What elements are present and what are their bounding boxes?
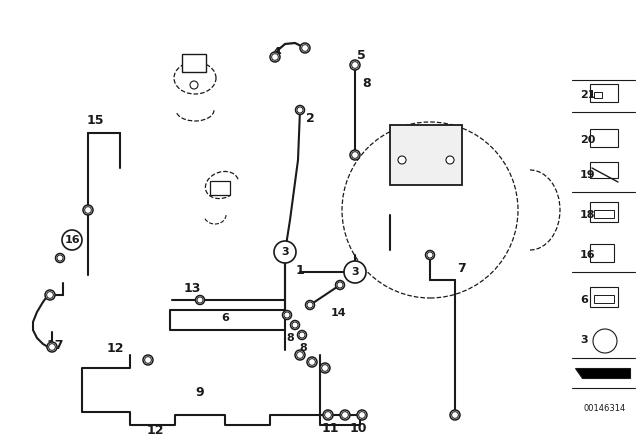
Text: 16: 16	[580, 250, 596, 260]
Text: 20: 20	[580, 135, 595, 145]
Text: 8: 8	[363, 77, 371, 90]
Text: 8: 8	[286, 333, 294, 343]
Circle shape	[271, 54, 278, 60]
Circle shape	[344, 261, 366, 283]
Circle shape	[143, 355, 153, 365]
Circle shape	[47, 342, 57, 352]
Circle shape	[308, 359, 316, 365]
Circle shape	[84, 207, 92, 213]
Text: 2: 2	[306, 112, 314, 125]
Circle shape	[300, 43, 310, 53]
Circle shape	[593, 329, 617, 353]
Text: 4: 4	[273, 46, 282, 59]
Text: 8: 8	[299, 343, 307, 353]
Text: 9: 9	[196, 385, 204, 399]
Circle shape	[305, 301, 314, 310]
Circle shape	[56, 254, 65, 263]
Circle shape	[307, 357, 317, 367]
Text: 11: 11	[321, 422, 339, 435]
Bar	[390, 125, 462, 185]
Circle shape	[270, 52, 280, 62]
Bar	[182, 54, 206, 72]
Text: 10: 10	[349, 422, 367, 435]
Text: 12: 12	[106, 341, 124, 354]
Bar	[590, 287, 618, 307]
Circle shape	[295, 350, 305, 360]
Circle shape	[298, 331, 307, 340]
Text: 3: 3	[580, 335, 588, 345]
Text: 6: 6	[580, 295, 588, 305]
Circle shape	[351, 152, 358, 158]
Text: 17: 17	[46, 339, 64, 352]
Circle shape	[197, 297, 203, 303]
Circle shape	[47, 292, 53, 298]
Circle shape	[297, 107, 303, 113]
Text: 15: 15	[86, 113, 104, 126]
Circle shape	[450, 410, 460, 420]
Text: 00146314: 00146314	[584, 404, 626, 413]
Text: 13: 13	[183, 281, 201, 294]
Text: 3: 3	[281, 247, 289, 257]
Bar	[590, 202, 618, 222]
Circle shape	[301, 45, 308, 52]
Circle shape	[323, 410, 333, 420]
Circle shape	[337, 282, 343, 288]
Bar	[210, 181, 230, 195]
Text: 21: 21	[580, 90, 595, 100]
Circle shape	[296, 105, 305, 115]
Circle shape	[297, 352, 303, 358]
Text: 1: 1	[296, 263, 305, 276]
Circle shape	[307, 302, 313, 308]
Polygon shape	[575, 368, 630, 378]
Circle shape	[427, 252, 433, 258]
Circle shape	[398, 156, 406, 164]
Bar	[594, 295, 614, 303]
Circle shape	[358, 412, 365, 418]
Bar	[590, 129, 618, 147]
Circle shape	[145, 357, 151, 363]
Text: 16: 16	[64, 235, 80, 245]
Text: 5: 5	[356, 48, 365, 61]
Text: 12: 12	[147, 423, 164, 436]
Circle shape	[282, 310, 291, 319]
Circle shape	[299, 332, 305, 338]
Circle shape	[335, 280, 344, 289]
Circle shape	[292, 322, 298, 328]
Circle shape	[195, 296, 205, 305]
Circle shape	[340, 410, 350, 420]
Circle shape	[322, 365, 328, 371]
Circle shape	[284, 312, 290, 318]
Circle shape	[320, 363, 330, 373]
Circle shape	[342, 412, 348, 418]
Text: 6: 6	[221, 313, 229, 323]
Circle shape	[350, 60, 360, 70]
Bar	[594, 92, 602, 98]
Circle shape	[274, 241, 296, 263]
Circle shape	[446, 156, 454, 164]
Circle shape	[49, 344, 55, 350]
Circle shape	[291, 320, 300, 329]
Circle shape	[190, 81, 198, 89]
Circle shape	[83, 205, 93, 215]
Text: 7: 7	[456, 262, 465, 275]
Circle shape	[452, 412, 458, 418]
Circle shape	[426, 250, 435, 259]
Bar	[590, 84, 618, 102]
Bar	[594, 210, 614, 218]
Bar	[590, 162, 618, 178]
Text: 14: 14	[331, 308, 347, 318]
Circle shape	[57, 255, 63, 261]
Text: 19: 19	[580, 170, 596, 180]
Bar	[590, 244, 614, 262]
Circle shape	[342, 122, 518, 298]
Circle shape	[351, 62, 358, 69]
Circle shape	[350, 150, 360, 160]
Text: 3: 3	[351, 267, 359, 277]
Circle shape	[62, 230, 82, 250]
Circle shape	[357, 410, 367, 420]
Circle shape	[324, 412, 332, 418]
Text: 18: 18	[580, 210, 595, 220]
Circle shape	[45, 290, 55, 300]
